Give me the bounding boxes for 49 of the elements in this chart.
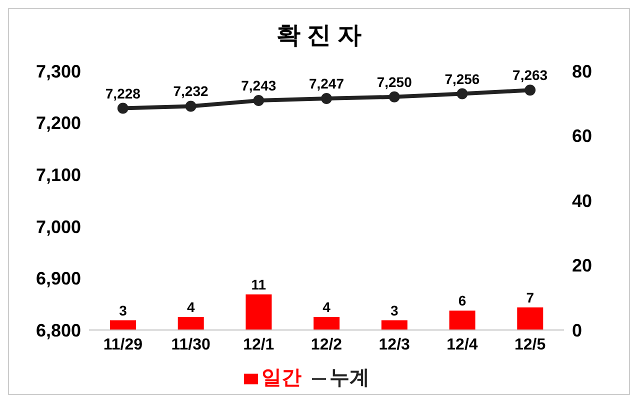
x-tick-label: 12/2: [310, 336, 342, 354]
point: [388, 91, 400, 102]
y-tick-label: 6,800: [36, 320, 81, 340]
legend-label: 누계: [330, 367, 370, 389]
point: [185, 100, 196, 112]
data-label: 7,247: [308, 75, 344, 92]
y-tick-label: 7,000: [36, 216, 81, 237]
data-label: 7,256: [444, 70, 480, 87]
x-tick-label: 11/29: [103, 336, 143, 354]
data-label: 7: [526, 289, 534, 306]
data-label: 7,232: [173, 83, 209, 100]
y-tick-label: 7,100: [36, 164, 81, 185]
bar: [314, 317, 340, 330]
y-tick-label: 6,900: [36, 268, 81, 289]
point: [117, 102, 128, 114]
y-tick-label: 7,300: [36, 61, 81, 82]
data-label: 4: [322, 299, 331, 316]
data-label: 7,263: [512, 67, 548, 84]
point: [253, 95, 264, 106]
legend-label: 일간: [262, 367, 302, 389]
x-tick-label: 12/3: [378, 336, 410, 354]
y2-tick-label: 0: [572, 320, 582, 340]
data-label: 11: [251, 276, 266, 292]
point: [456, 88, 468, 100]
chart-title: 확 진 자: [275, 21, 363, 51]
bar: [381, 320, 408, 330]
x-tick-label: 12/5: [514, 336, 546, 354]
y2-tick-label: 60: [572, 126, 592, 146]
bar: [110, 320, 136, 330]
y-tick-label: 7,200: [36, 113, 81, 134]
bar: [517, 307, 544, 330]
bar: [246, 294, 272, 330]
data-label: 7,243: [241, 78, 276, 94]
data-label: 7,250: [376, 74, 412, 90]
x-tick-label: 12/1: [243, 336, 274, 354]
y2-tick-label: 80: [572, 61, 592, 82]
data-label: 3: [390, 302, 399, 318]
bar: [178, 317, 204, 330]
y2-tick-label: 40: [572, 190, 592, 211]
x-tick-label: 11/30: [171, 336, 210, 354]
data-label: 4: [186, 299, 195, 316]
y2-tick-label: 20: [572, 256, 592, 276]
data-label: 6: [458, 292, 466, 309]
data-label: 3: [119, 302, 128, 318]
x-tick-label: 12/4: [446, 336, 478, 354]
point: [321, 92, 332, 104]
bar: [449, 310, 476, 330]
point: [524, 84, 536, 96]
data-label: 7,228: [105, 85, 141, 102]
